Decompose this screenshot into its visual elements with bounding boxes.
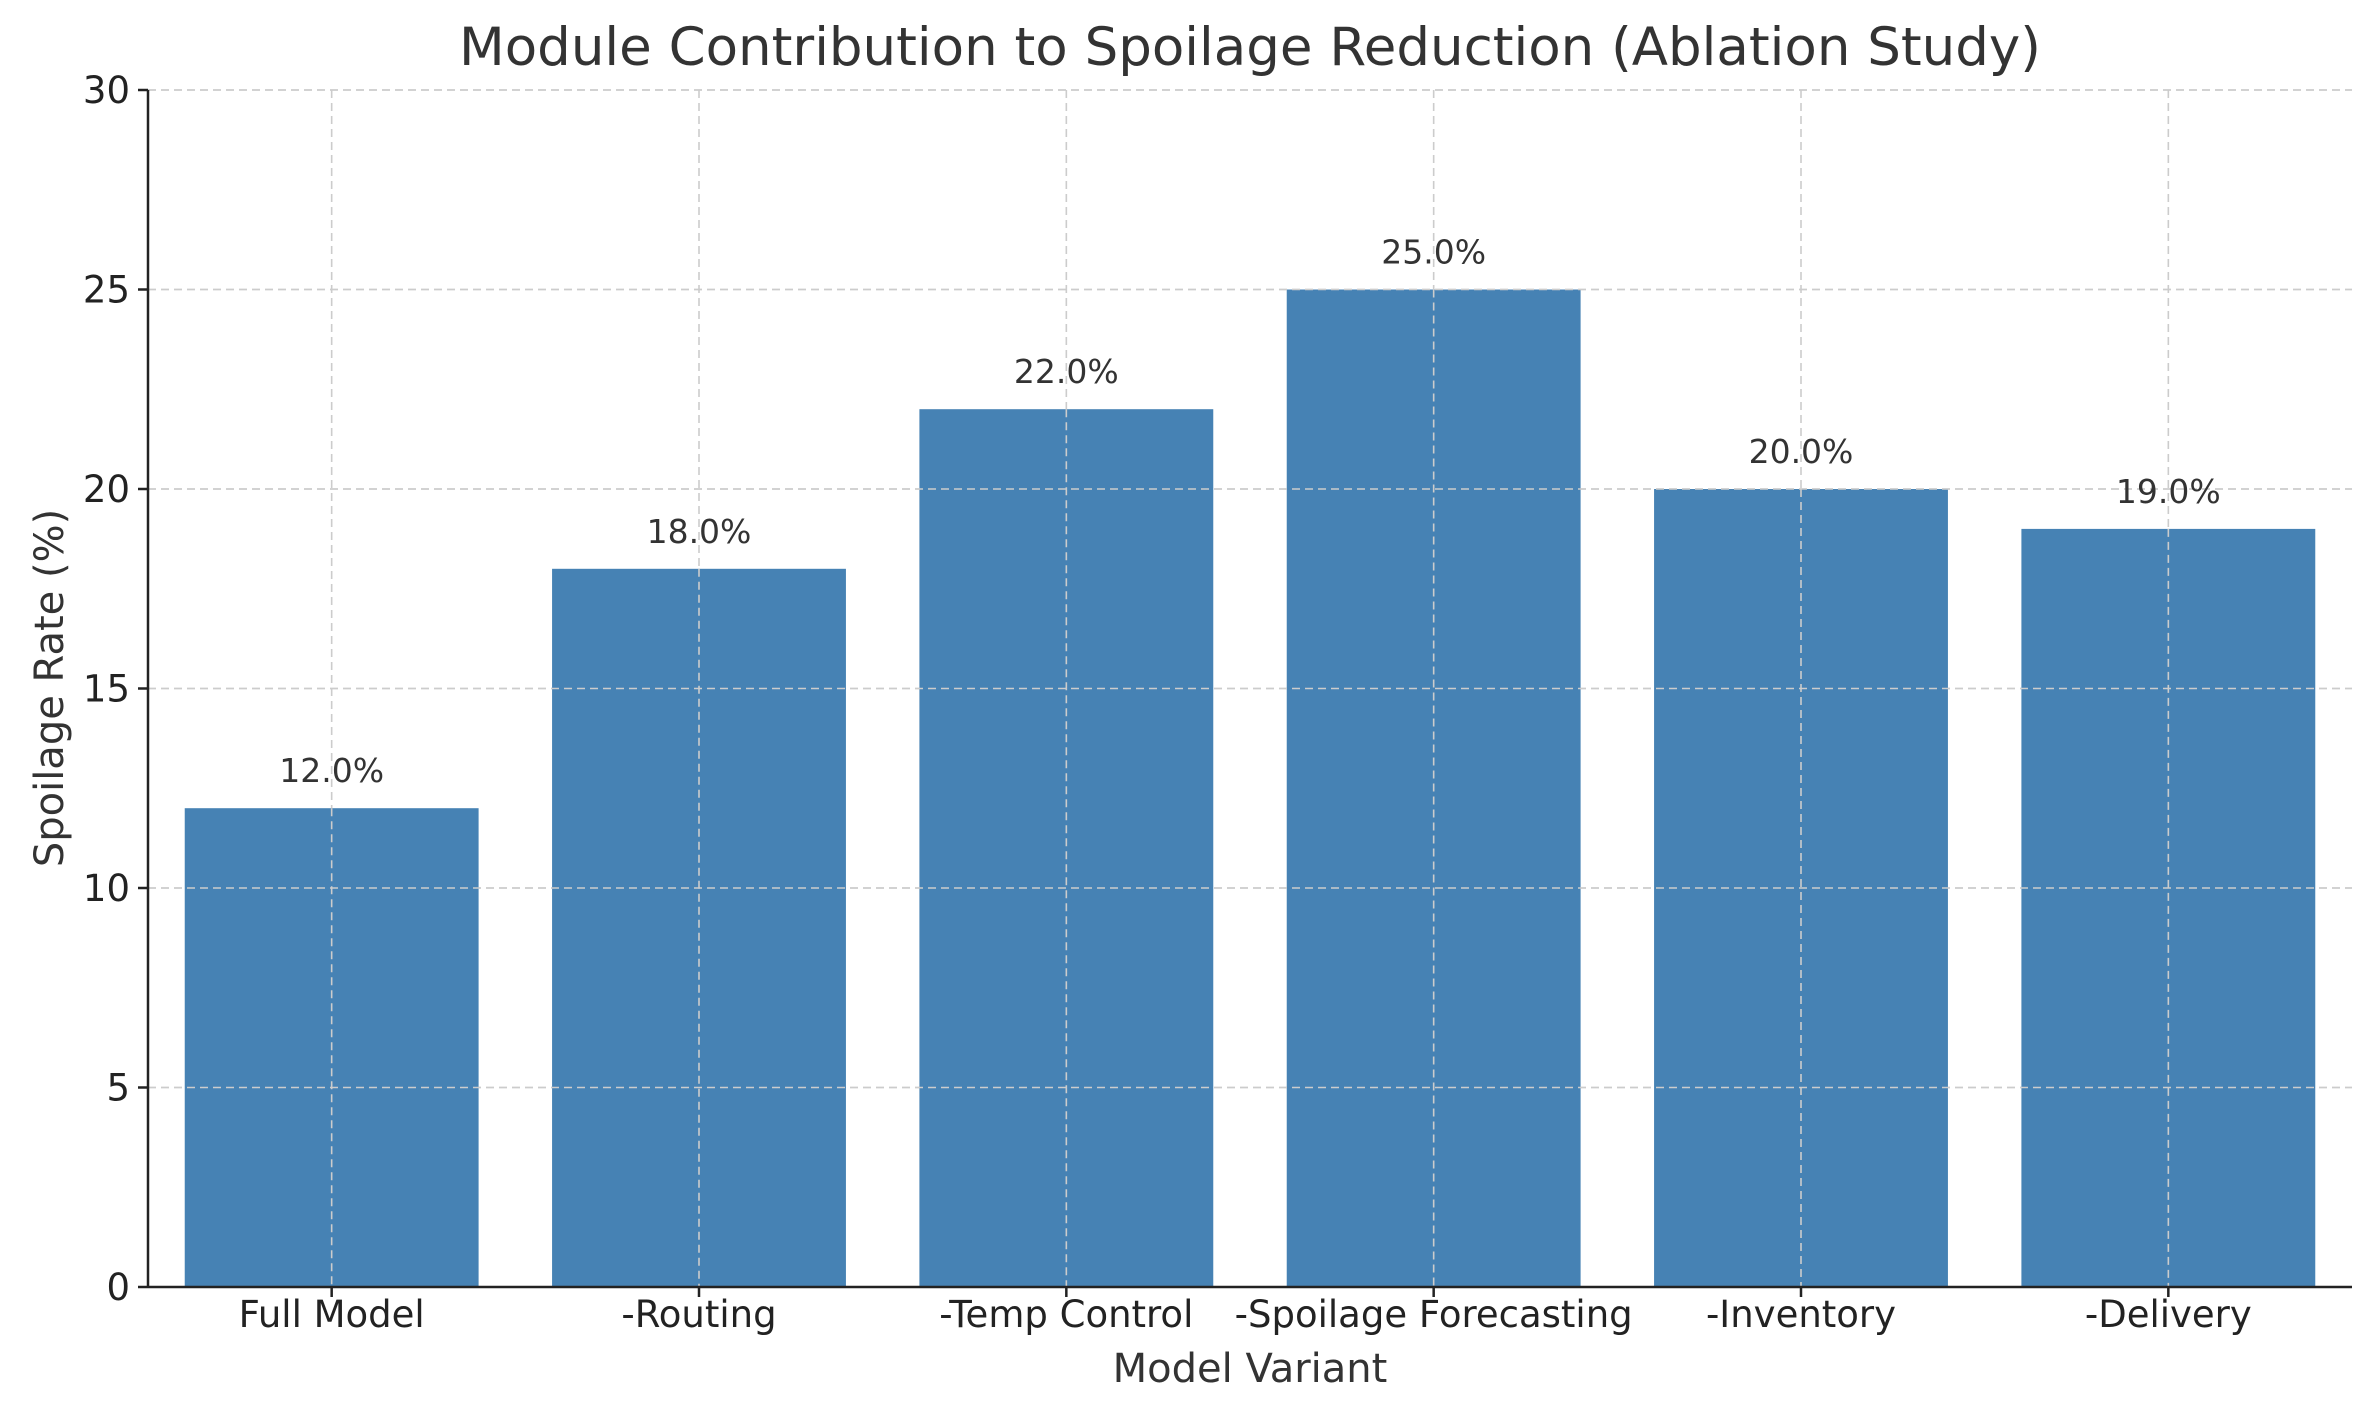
y-tick-label: 15 bbox=[83, 668, 130, 711]
chart-title: Module Contribution to Spoilage Reductio… bbox=[459, 17, 2041, 78]
x-axis-label: Model Variant bbox=[1113, 1346, 1388, 1392]
x-tick-label: -Spoilage Forecasting bbox=[1235, 1293, 1633, 1336]
x-tick-label: -Delivery bbox=[2085, 1293, 2252, 1336]
bar-data-label: 22.0% bbox=[1014, 352, 1119, 391]
data-labels: 12.0% 18.0% 22.0% 25.0% 20.0% 19.0% bbox=[279, 233, 2221, 791]
bar-data-label: 18.0% bbox=[647, 512, 752, 551]
x-tick-label: -Temp Control bbox=[939, 1293, 1193, 1336]
tick-labels: 0 5 10 15 20 25 30 Full Model -Routing -Temp Cont… bbox=[83, 69, 2252, 1336]
x-tick-label: -Inventory bbox=[1706, 1293, 1896, 1336]
bar-data-label: 12.0% bbox=[279, 751, 384, 790]
y-tick-label: 25 bbox=[83, 269, 130, 312]
bar-data-label: 20.0% bbox=[1749, 432, 1854, 471]
bar-data-label: 25.0% bbox=[1381, 233, 1486, 272]
bars bbox=[148, 89, 2352, 1288]
x-tick-label: Full Model bbox=[239, 1293, 425, 1336]
y-tick-label: 0 bbox=[106, 1266, 130, 1309]
axes bbox=[138, 88, 2352, 1297]
y-tick-label: 10 bbox=[83, 867, 130, 910]
y-tick-label: 20 bbox=[83, 468, 130, 511]
y-axis-label: Spoilage Rate (%) bbox=[27, 509, 73, 867]
y-tick-label: 30 bbox=[83, 69, 130, 112]
bar-data-label: 19.0% bbox=[2116, 472, 2221, 511]
y-tick-label: 5 bbox=[106, 1067, 130, 1110]
x-tick-label: -Routing bbox=[621, 1293, 776, 1336]
